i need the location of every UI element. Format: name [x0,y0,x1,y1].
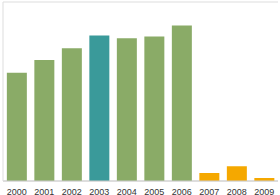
svg-text:2003: 2003 [89,187,109,195]
svg-text:2009: 2009 [254,187,274,195]
svg-text:2007: 2007 [199,187,219,195]
svg-text:2000: 2000 [7,187,27,195]
svg-text:2001: 2001 [34,187,54,195]
svg-text:2005: 2005 [144,187,164,195]
svg-text:2006: 2006 [172,187,192,195]
svg-text:2004: 2004 [117,187,137,195]
svg-text:2002: 2002 [62,187,82,195]
svg-text:2008: 2008 [227,187,247,195]
